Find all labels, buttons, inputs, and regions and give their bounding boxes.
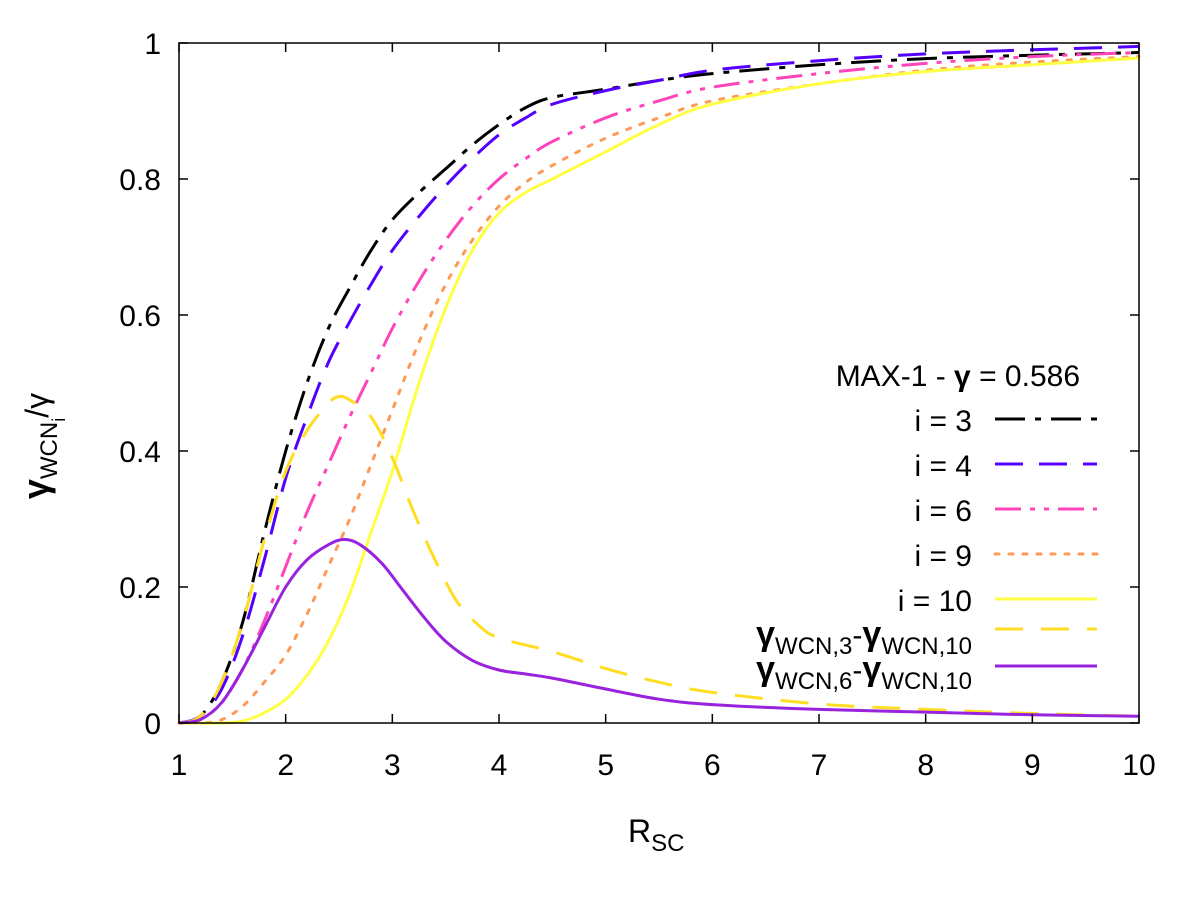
- legend-label-diff-3-10: γWCN,3-γWCN,10: [756, 615, 972, 660]
- x-tick-label: 10: [1122, 749, 1155, 782]
- axis-ticks: 1 2 3 4 5 6 7 8 9 10 0 0.2 0.4 0.6 0.8 1: [119, 28, 1155, 782]
- x-tick-label: 4: [491, 749, 508, 782]
- series-line-1: [178, 51, 1140, 725]
- plot-frame: [178, 42, 1140, 724]
- y-tick-label: 1: [144, 28, 161, 61]
- series-line-4: [177, 55, 1141, 725]
- legend-samples: [993, 417, 1099, 668]
- x-tick-label: 3: [384, 749, 401, 782]
- series-lines: [177, 44, 1141, 725]
- x-tick-label: 2: [277, 749, 294, 782]
- y-tick-label: 0.8: [119, 164, 161, 197]
- legend-label-i10: i = 10: [898, 585, 972, 618]
- series-line-6: [178, 394, 1140, 725]
- x-tick-label: 1: [171, 749, 188, 782]
- x-tick-label: 9: [1024, 749, 1041, 782]
- x-axis-title: RSC: [628, 813, 684, 857]
- legend-label-i4: i = 4: [914, 450, 972, 483]
- legend-label-i3: i = 3: [914, 405, 972, 438]
- legend-title-gamma: γ: [954, 360, 971, 393]
- x-tick-label: 5: [597, 749, 614, 782]
- legend-label-i6: i = 6: [914, 495, 972, 528]
- x-tick-label: 8: [917, 749, 934, 782]
- series-line-3: [178, 51, 1140, 725]
- legend-label-i9: i = 9: [914, 540, 972, 573]
- y-tick-label: 0.4: [119, 436, 161, 469]
- legend-label-diff-6-10: γWCN,6-γWCN,10: [756, 650, 972, 695]
- x-tick-label: 6: [704, 749, 721, 782]
- legend-title-prefix: MAX-1 -: [836, 360, 954, 393]
- y-tick-label: 0: [144, 708, 161, 741]
- legend-title: MAX-1 - γ = 0.586: [836, 360, 1080, 393]
- y-axis-title: γWCNi/γ: [15, 393, 69, 499]
- x-tick-label: 7: [811, 749, 828, 782]
- y-tick-label: 0.6: [119, 300, 161, 333]
- legend-title-suffix: = 0.586: [971, 360, 1080, 393]
- series-line-5: [179, 56, 1140, 725]
- series-line-7: [178, 537, 1140, 725]
- y-tick-label: 0.2: [119, 572, 161, 605]
- legend: MAX-1 - γ = 0.586 i = 3 i = 4 i = 6 i = …: [756, 360, 1099, 695]
- series-line-2: [178, 44, 1140, 725]
